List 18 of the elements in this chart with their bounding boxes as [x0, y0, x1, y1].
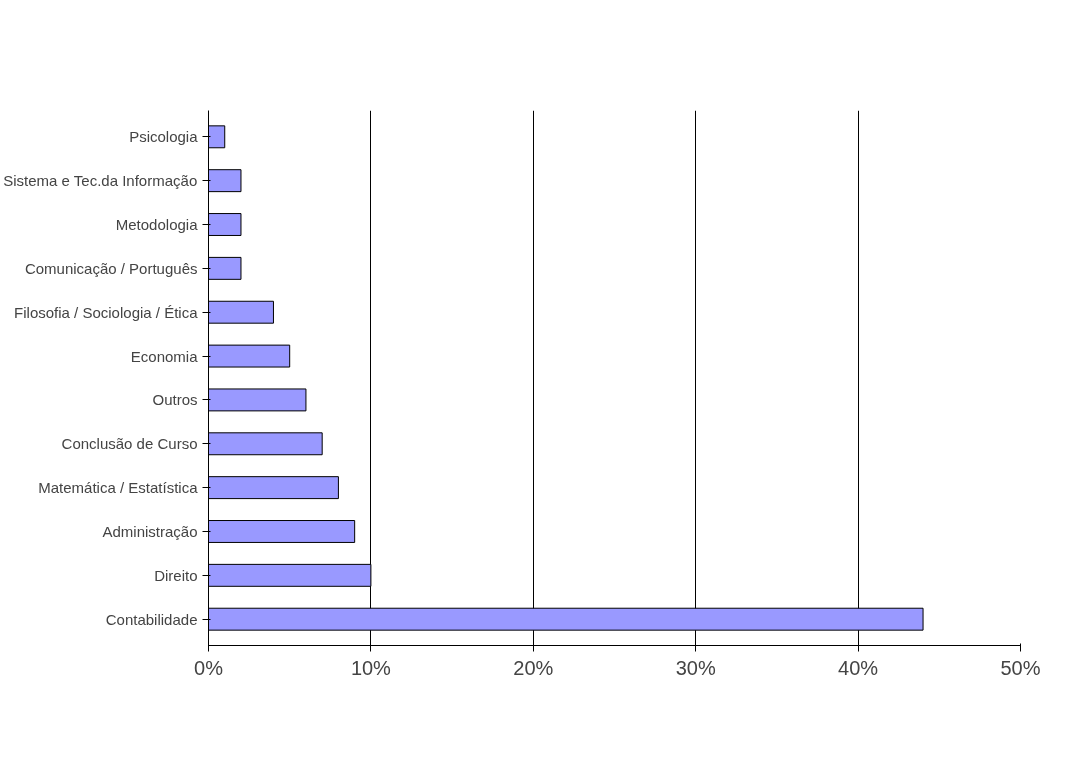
- y-tick-label: Contabilidade: [105, 610, 198, 628]
- y-tick-label: Outros: [152, 391, 198, 409]
- y-tick-label: Economia: [130, 347, 199, 365]
- y-tick-label: Direito: [154, 566, 198, 584]
- y-tick-label: Filosofia / Sociologia / Ética: [14, 303, 199, 321]
- x-tick-label: 50%: [1000, 656, 1041, 679]
- y-tick-label: Conclusão de Curso: [61, 435, 198, 453]
- x-tick-label: 10%: [350, 656, 392, 679]
- x-tick-label: 20%: [513, 656, 554, 679]
- x-tick-label: 30%: [675, 656, 716, 679]
- y-tick-label: Matemática / Estatística: [38, 479, 199, 497]
- x-tick-label: 40%: [838, 656, 879, 679]
- y-tick-label: Psicologia: [129, 128, 199, 146]
- y-tick-label: Sistema e Tec.da Informação: [3, 172, 198, 190]
- x-tick-label: 0%: [194, 656, 224, 679]
- y-tick-label: Administração: [102, 522, 198, 540]
- y-tick-label: Metodologia: [115, 216, 199, 234]
- y-tick-label: Comunicação / Português: [24, 259, 198, 277]
